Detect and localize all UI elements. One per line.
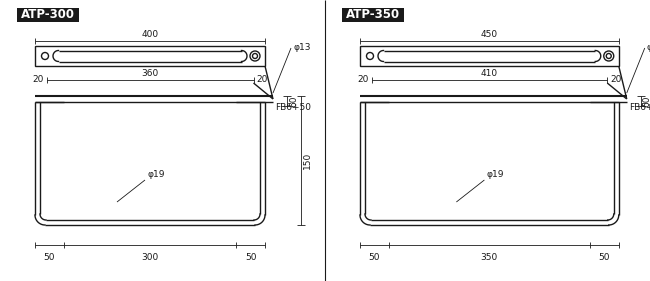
Text: 150: 150 <box>303 152 312 169</box>
Text: 60: 60 <box>289 95 298 107</box>
Text: 20: 20 <box>257 76 268 85</box>
Text: 60: 60 <box>643 95 650 107</box>
Text: 350: 350 <box>481 253 498 262</box>
Text: φ19: φ19 <box>486 170 504 179</box>
Text: φ13: φ13 <box>647 44 650 53</box>
Text: 300: 300 <box>142 253 159 262</box>
Text: 400: 400 <box>142 30 159 39</box>
Text: 20: 20 <box>32 76 44 85</box>
Text: φ13: φ13 <box>293 44 311 53</box>
Text: ATP-300: ATP-300 <box>21 8 75 22</box>
Text: 360: 360 <box>142 69 159 78</box>
Text: 50: 50 <box>369 253 380 262</box>
Bar <box>35 46 265 66</box>
Text: φ19: φ19 <box>147 170 164 179</box>
Text: 50: 50 <box>44 253 55 262</box>
Bar <box>17 8 79 22</box>
Text: 20: 20 <box>610 76 621 85</box>
Text: FB6+50: FB6+50 <box>275 103 311 112</box>
Text: ATP-350: ATP-350 <box>346 8 400 22</box>
Text: 20: 20 <box>357 76 369 85</box>
Text: 50: 50 <box>599 253 610 262</box>
Text: 450: 450 <box>481 30 498 39</box>
Text: FB6+50: FB6+50 <box>629 103 650 112</box>
Text: 410: 410 <box>481 69 498 78</box>
Bar <box>342 8 404 22</box>
Text: 50: 50 <box>245 253 256 262</box>
Bar <box>360 46 619 66</box>
